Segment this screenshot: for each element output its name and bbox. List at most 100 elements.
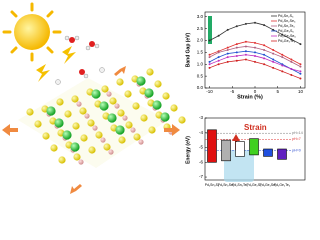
atom [34, 120, 42, 128]
x-tick-label: Pd₂Sn₂Se₆ [218, 183, 235, 187]
x-tick-label: -10 [206, 89, 213, 94]
marker [281, 64, 284, 67]
atom [118, 136, 126, 144]
marker [290, 38, 293, 41]
marker [254, 46, 256, 49]
atom [122, 115, 128, 121]
atom [42, 132, 50, 140]
marker [254, 21, 256, 24]
legend-label: Pd₂Ge₂Te₆ [278, 39, 296, 43]
marker [281, 53, 284, 56]
marker [272, 49, 275, 51]
marker [254, 41, 256, 44]
marker [281, 33, 284, 36]
marker [272, 28, 275, 31]
marker [290, 73, 293, 76]
y-tick-label: -7 [199, 174, 203, 179]
band-bar [221, 139, 231, 162]
marker [235, 59, 238, 62]
y-tick-label: 1.0 [197, 61, 204, 66]
marker [244, 45, 247, 48]
marker [281, 56, 284, 59]
atom [84, 113, 90, 119]
atom [109, 97, 117, 105]
atom [70, 142, 80, 152]
strain-arrows [2, 66, 180, 194]
lattice [18, 68, 186, 168]
atom [117, 109, 125, 117]
reference-label: pH=7 [292, 137, 301, 141]
atom [101, 85, 109, 93]
y-tick-label: -3 [199, 115, 203, 120]
lightning [36, 46, 76, 82]
atom [103, 143, 111, 151]
marker [290, 68, 293, 70]
x-tick-label: Pd₂Ge₂S₆ [247, 183, 263, 187]
strain-arrowhead [232, 134, 240, 141]
y-tick-label: -5 [199, 145, 203, 150]
atom [106, 91, 112, 97]
marker [299, 43, 302, 46]
marker [226, 56, 229, 59]
atom [132, 102, 140, 110]
atom [107, 113, 117, 123]
x-tick-label: -5 [230, 89, 234, 94]
legend-label: Pd₂Ge₂S₆ [278, 29, 294, 33]
y-tick-label: 2.0 [197, 38, 204, 43]
atom [162, 92, 170, 100]
band-bar [263, 148, 273, 157]
highlight [224, 150, 254, 182]
atom [50, 144, 58, 152]
marker [263, 53, 266, 56]
marker [272, 52, 275, 55]
y-tick-label: 3.0 [197, 14, 204, 19]
band-bar [207, 129, 217, 163]
atom [87, 119, 95, 127]
atom [79, 107, 87, 115]
marker [235, 51, 238, 54]
legend-label: Pd₂Sn₂Te₆ [278, 24, 295, 28]
reference-label: pH=0 [292, 148, 301, 152]
atom [124, 90, 132, 98]
marker [290, 58, 293, 61]
plot-frame [204, 117, 306, 181]
atom [100, 137, 106, 143]
marker [272, 58, 275, 61]
atom [178, 116, 186, 124]
y-tick-label: 0.5 [197, 73, 204, 78]
marker [226, 49, 229, 51]
y-axis-label: Band Gap (eV) [185, 32, 191, 67]
marker [235, 25, 238, 28]
atom [152, 100, 162, 110]
marker [217, 63, 220, 66]
atom [76, 101, 82, 107]
atom [54, 118, 64, 128]
atom [144, 88, 154, 98]
y-tick-label: 2.5 [197, 26, 204, 31]
atom [125, 121, 133, 129]
atom [133, 133, 141, 141]
marker [208, 63, 211, 66]
atom [108, 149, 114, 155]
atom [95, 131, 103, 139]
atom [140, 114, 148, 122]
marker [263, 49, 266, 51]
marker [208, 60, 211, 63]
marker [226, 46, 229, 49]
legend-label: Pd₂Sn₂Se₆ [278, 19, 296, 23]
atom [146, 68, 154, 76]
marker [263, 24, 266, 27]
y-tick-label: 1.5 [197, 50, 204, 55]
marker [226, 28, 229, 31]
y-tick-label: -6 [199, 159, 203, 164]
marker [235, 46, 238, 49]
band-bar [235, 141, 245, 157]
band-edge-chart: Strain Energy (eV) [185, 117, 306, 182]
x-tick-label: Pd₂Sn₂S₆ [205, 183, 220, 187]
marker [272, 60, 275, 63]
marker [290, 60, 293, 63]
atom [58, 156, 66, 164]
marker [244, 58, 247, 61]
marker [244, 50, 247, 53]
marker [299, 77, 302, 80]
